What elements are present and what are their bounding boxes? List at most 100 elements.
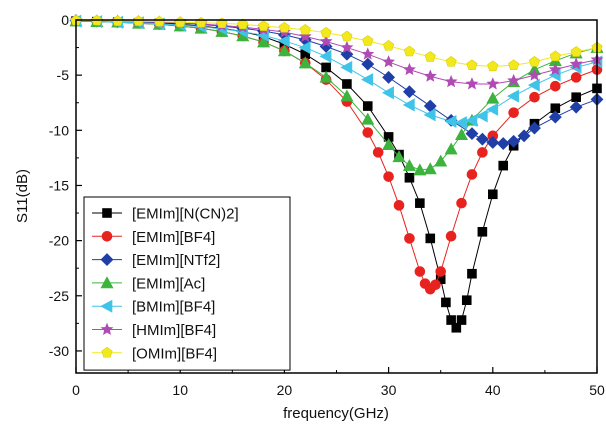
data-point	[383, 40, 395, 51]
data-point	[571, 92, 581, 103]
data-point	[508, 107, 519, 118]
data-point	[278, 21, 290, 33]
data-point	[465, 127, 479, 141]
data-point	[362, 35, 374, 46]
series-5	[69, 13, 604, 90]
series-3	[69, 14, 604, 176]
data-point	[550, 80, 561, 92]
data-point	[498, 160, 509, 171]
legend-marker	[100, 299, 113, 313]
data-point	[383, 171, 394, 182]
data-point	[320, 26, 332, 38]
data-point	[361, 57, 375, 71]
data-point	[517, 129, 531, 143]
y-tick-label: 0	[61, 12, 69, 28]
legend-label: [HMIm][BF4]	[132, 322, 216, 339]
x-tick-label: 50	[589, 382, 605, 398]
data-point	[392, 150, 406, 163]
data-point	[402, 158, 416, 171]
data-point	[341, 30, 353, 42]
data-point	[444, 142, 458, 155]
data-point	[402, 98, 415, 112]
data-point	[423, 162, 437, 175]
data-point	[423, 108, 436, 122]
data-point	[174, 16, 186, 27]
data-point	[319, 70, 333, 83]
data-point	[340, 89, 354, 102]
x-tick-label: 20	[277, 382, 293, 398]
data-point	[569, 57, 583, 70]
series-4	[69, 14, 603, 130]
data-point	[403, 45, 416, 57]
data-point	[549, 50, 561, 62]
legend-marker	[100, 276, 114, 289]
legend-entry: [EMIm][NTf2]	[92, 252, 220, 269]
data-point	[528, 68, 541, 81]
data-point	[528, 56, 541, 67]
data-point	[529, 91, 540, 103]
legend-marker	[100, 253, 114, 267]
data-point	[569, 100, 583, 114]
data-point	[382, 70, 396, 84]
data-point	[340, 40, 354, 54]
legend-entry: [EMIm][BF4]	[92, 229, 215, 246]
legend-entry: [EMIm][N(CN)2]	[92, 206, 239, 223]
data-point	[456, 315, 467, 325]
y-tick-label: -10	[49, 122, 69, 138]
data-point	[475, 132, 489, 146]
data-point	[444, 75, 458, 88]
legend-label: [EMIm][NTf2]	[132, 252, 220, 269]
data-point	[319, 34, 333, 48]
legend-marker	[101, 346, 113, 358]
x-tick-label: 0	[72, 382, 80, 398]
legend-box	[83, 196, 291, 371]
data-point	[477, 227, 488, 237]
legend-label: [EMIm][BF4]	[132, 229, 215, 246]
data-point	[277, 44, 291, 57]
data-point	[475, 109, 488, 123]
data-point	[528, 121, 541, 135]
legend-label: [OMIm][BF4]	[132, 345, 217, 362]
data-point	[445, 230, 457, 242]
data-point	[435, 266, 447, 277]
series-line	[75, 20, 598, 85]
data-point	[455, 128, 469, 141]
x-tick-label: 10	[172, 382, 188, 398]
legend-entry: [OMIm][BF4]	[92, 345, 217, 362]
data-point	[153, 15, 165, 27]
data-point	[456, 197, 467, 209]
data-point	[486, 102, 499, 116]
data-point	[446, 315, 456, 325]
data-point	[257, 20, 270, 31]
data-point	[486, 136, 500, 149]
data-point	[487, 189, 498, 200]
data-point	[466, 169, 478, 180]
data-point	[340, 60, 353, 74]
data-point	[425, 233, 436, 244]
data-point	[381, 86, 394, 100]
data-point	[361, 47, 375, 60]
data-point	[441, 297, 451, 308]
legend-label: [BMIm][BF4]	[132, 299, 215, 316]
legend-entry: [BMIm][BF4]	[92, 299, 215, 316]
data-point	[361, 73, 374, 87]
data-point	[548, 110, 562, 124]
data-point	[277, 34, 290, 48]
y-tick-label: -15	[49, 177, 69, 193]
data-point	[298, 56, 312, 69]
data-point	[430, 279, 441, 291]
y-tick-label: -20	[49, 233, 69, 249]
x-tick-label: 30	[381, 382, 397, 398]
legend-entry: [EMIm][Ac]	[92, 275, 205, 292]
data-point	[382, 138, 396, 150]
data-point	[299, 24, 311, 35]
data-point	[527, 78, 540, 92]
x-tick-label: 40	[485, 382, 501, 398]
data-point	[424, 51, 436, 62]
data-point	[486, 77, 500, 90]
data-point	[508, 59, 520, 70]
data-point	[487, 60, 499, 72]
legend: [EMIm][N(CN)2] [EMIm][BF4] [EMIm][NTf2] [EM…	[83, 196, 291, 371]
data-point	[361, 112, 375, 125]
